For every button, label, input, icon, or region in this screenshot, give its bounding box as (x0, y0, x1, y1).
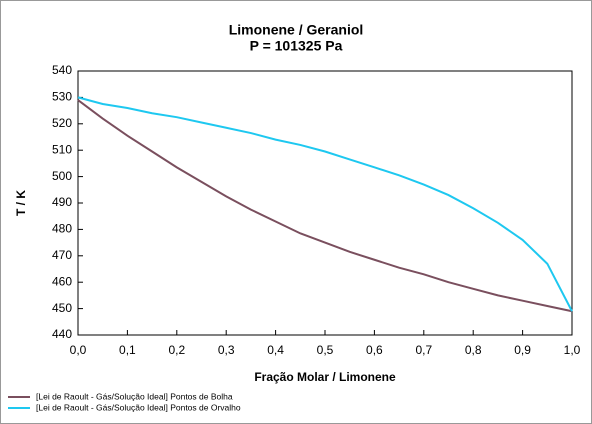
chart-title: Limonene / Geraniol (229, 22, 364, 38)
x-tick-label: 1,0 (564, 343, 581, 357)
series-line (77, 99, 573, 313)
x-tick-label: 0,4 (267, 343, 284, 357)
y-tick-label: 510 (52, 142, 72, 156)
y-tick-label: 480 (52, 222, 72, 236)
y-tick-label: 460 (52, 274, 72, 288)
x-tick-label: 0,9 (514, 343, 531, 357)
x-tick-label: 0,7 (415, 343, 432, 357)
y-tick-label: 520 (52, 116, 72, 130)
x-tick-label: 0,2 (168, 343, 185, 357)
x-tick-label: 0,5 (317, 343, 334, 357)
series-line (77, 96, 573, 312)
y-tick-label: 440 (52, 327, 72, 341)
y-axis-label: T / K (14, 190, 28, 216)
x-tick-label: 0,3 (218, 343, 235, 357)
y-tick-label: 450 (52, 301, 72, 315)
x-tick-label: 0,0 (70, 343, 87, 357)
x-tick-label: 0,6 (366, 343, 383, 357)
x-axis-label: Fração Molar / Limonene (254, 370, 396, 384)
y-tick-label: 540 (52, 63, 72, 77)
y-tick-label: 470 (52, 248, 72, 262)
y-tick-label: 500 (52, 169, 72, 183)
x-tick-label: 0,8 (465, 343, 482, 357)
y-tick-label: 490 (52, 195, 72, 209)
y-tick-label: 530 (52, 90, 72, 104)
legend-label: [Lei de Raoult - Gás/Solução Ideal] Pont… (36, 402, 241, 412)
chart-subtitle: P = 101325 Pa (250, 38, 343, 54)
legend-label: [Lei de Raoult - Gás/Solução Ideal] Pont… (36, 391, 233, 401)
x-tick-label: 0,1 (119, 343, 136, 357)
